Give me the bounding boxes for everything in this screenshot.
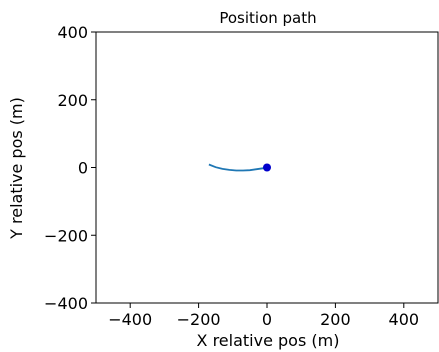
y-tick-label: 200 — [57, 91, 88, 110]
y-tick-label: −200 — [44, 226, 88, 245]
y-tick-label: 0 — [78, 159, 88, 178]
y-tick-label: −400 — [44, 294, 88, 313]
x-tick-label: −200 — [177, 310, 221, 329]
y-axis-label: Y relative pos (m) — [7, 97, 26, 240]
x-tick-label: −400 — [108, 310, 152, 329]
chart-title: Position path — [219, 9, 316, 27]
x-tick-label: 0 — [262, 310, 272, 329]
x-tick-label: 400 — [389, 310, 420, 329]
x-axis-label: X relative pos (m) — [197, 331, 340, 350]
y-tick-label: 400 — [57, 23, 88, 42]
current-position-marker — [263, 163, 271, 172]
x-tick-label: 200 — [320, 310, 351, 329]
path-line — [208, 163, 268, 172]
